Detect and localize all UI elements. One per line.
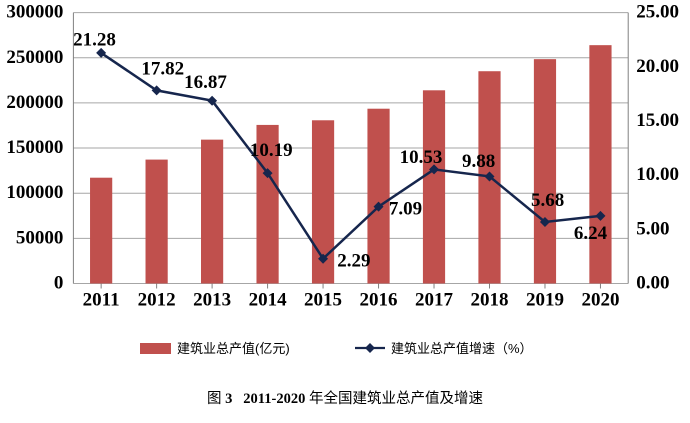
svg-text:0.00: 0.00 bbox=[636, 273, 669, 294]
svg-text:21.28: 21.28 bbox=[73, 29, 116, 50]
svg-text:9.88: 9.88 bbox=[462, 151, 495, 172]
svg-text:2019: 2019 bbox=[526, 290, 564, 311]
svg-text:300000: 300000 bbox=[6, 2, 63, 23]
svg-text:2017: 2017 bbox=[415, 290, 454, 311]
svg-text:5.68: 5.68 bbox=[531, 190, 564, 211]
svg-text:6.24: 6.24 bbox=[574, 223, 608, 244]
svg-text:7.09: 7.09 bbox=[389, 199, 422, 220]
svg-text:2011: 2011 bbox=[83, 290, 120, 311]
svg-text:200000: 200000 bbox=[6, 92, 63, 113]
svg-text:15.00: 15.00 bbox=[636, 110, 679, 131]
svg-text:50000: 50000 bbox=[16, 227, 64, 248]
svg-text:2020: 2020 bbox=[581, 290, 619, 311]
svg-text:20.00: 20.00 bbox=[636, 56, 679, 77]
svg-text:100000: 100000 bbox=[6, 182, 63, 203]
svg-text:10.19: 10.19 bbox=[250, 140, 293, 161]
svg-text:17.82: 17.82 bbox=[141, 58, 184, 79]
svg-text:2013: 2013 bbox=[193, 290, 231, 311]
svg-text:2012: 2012 bbox=[138, 290, 176, 311]
svg-text:2.29: 2.29 bbox=[337, 251, 370, 272]
svg-text:5.00: 5.00 bbox=[636, 218, 669, 239]
svg-text:2018: 2018 bbox=[471, 290, 509, 311]
svg-text:16.87: 16.87 bbox=[184, 72, 227, 93]
svg-text:2015: 2015 bbox=[304, 290, 342, 311]
svg-text:2014: 2014 bbox=[249, 290, 288, 311]
svg-text:150000: 150000 bbox=[6, 137, 63, 158]
svg-text:10.00: 10.00 bbox=[636, 164, 679, 185]
svg-text:250000: 250000 bbox=[6, 47, 63, 68]
svg-text:25.00: 25.00 bbox=[636, 2, 679, 23]
svg-text:10.53: 10.53 bbox=[400, 147, 443, 168]
svg-text:2016: 2016 bbox=[360, 290, 398, 311]
svg-text:0: 0 bbox=[54, 273, 64, 294]
